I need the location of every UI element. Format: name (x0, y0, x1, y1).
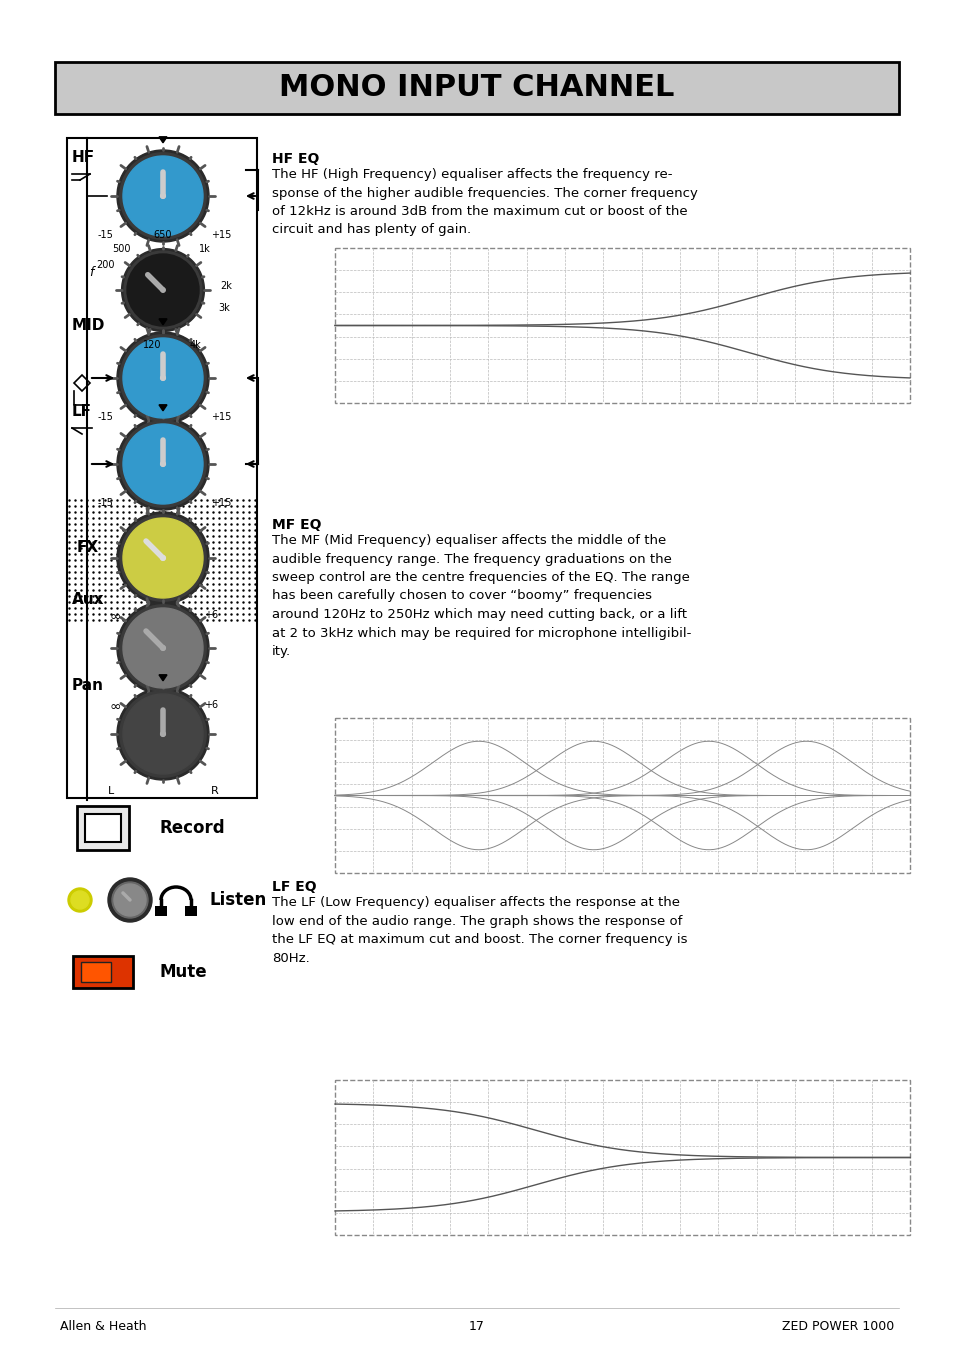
Text: 120: 120 (143, 341, 161, 350)
Circle shape (120, 335, 206, 422)
Text: 650: 650 (153, 230, 172, 241)
Text: The MF (Mid Frequency) equaliser affects the middle of the
audible frequency ran: The MF (Mid Frequency) equaliser affects… (272, 534, 691, 658)
Text: LF EQ: LF EQ (272, 880, 316, 894)
Text: Pan: Pan (71, 677, 104, 694)
Text: +15: +15 (211, 498, 231, 508)
Circle shape (108, 877, 152, 922)
Circle shape (124, 251, 202, 329)
Text: R: R (211, 786, 218, 796)
Circle shape (123, 518, 203, 598)
Circle shape (71, 891, 89, 909)
Circle shape (123, 694, 203, 773)
Text: 4k: 4k (190, 341, 201, 350)
Circle shape (161, 288, 165, 292)
Circle shape (123, 338, 203, 418)
Bar (185, 906, 196, 917)
Text: +6: +6 (204, 700, 218, 710)
Circle shape (160, 193, 165, 199)
Polygon shape (159, 137, 167, 143)
Circle shape (117, 688, 209, 780)
Text: +15: +15 (211, 412, 231, 422)
Text: ∞: ∞ (110, 610, 121, 625)
Circle shape (127, 254, 199, 326)
Circle shape (120, 515, 206, 602)
Circle shape (160, 556, 165, 560)
Text: MF EQ: MF EQ (272, 518, 321, 531)
Text: ZED POWER 1000: ZED POWER 1000 (781, 1320, 893, 1333)
Circle shape (120, 691, 206, 777)
Circle shape (117, 602, 209, 694)
Circle shape (160, 461, 165, 466)
Text: -15: -15 (97, 498, 112, 508)
Circle shape (117, 512, 209, 604)
Circle shape (120, 153, 206, 239)
Bar (73, 956, 132, 988)
Polygon shape (159, 404, 167, 411)
Polygon shape (159, 319, 167, 324)
Bar (81, 963, 111, 982)
Text: HF EQ: HF EQ (272, 151, 319, 166)
Text: -15: -15 (97, 230, 112, 241)
Bar (335, 718, 909, 873)
Text: LF: LF (71, 404, 91, 419)
Circle shape (117, 418, 209, 510)
Circle shape (117, 150, 209, 242)
Text: Aux: Aux (71, 592, 105, 607)
Bar (85, 814, 121, 842)
Text: +15: +15 (211, 230, 231, 241)
Circle shape (160, 646, 165, 650)
Text: L: L (108, 786, 114, 796)
Text: 3k: 3k (218, 303, 231, 314)
FancyBboxPatch shape (55, 62, 898, 114)
Polygon shape (159, 675, 167, 681)
Text: Record: Record (160, 819, 226, 837)
Text: Listen: Listen (210, 891, 267, 909)
Circle shape (123, 608, 203, 688)
Circle shape (123, 425, 203, 504)
Text: 500: 500 (112, 243, 131, 254)
Text: 200: 200 (96, 260, 114, 270)
Circle shape (117, 333, 209, 425)
Bar (335, 247, 909, 403)
Text: 1k: 1k (199, 243, 211, 254)
Text: +6: +6 (204, 610, 218, 621)
Text: 2k: 2k (220, 281, 233, 292)
Bar (77, 806, 129, 850)
Text: HF: HF (71, 150, 95, 165)
Text: Mute: Mute (160, 963, 208, 982)
Circle shape (160, 376, 165, 380)
Circle shape (160, 731, 165, 737)
Circle shape (123, 155, 203, 237)
Text: MONO INPUT CHANNEL: MONO INPUT CHANNEL (279, 73, 674, 103)
Circle shape (113, 884, 146, 917)
Text: The LF (Low Frequency) equaliser affects the response at the
low end of the audi: The LF (Low Frequency) equaliser affects… (272, 896, 687, 964)
Bar (154, 906, 167, 917)
Circle shape (112, 882, 148, 918)
Text: FX: FX (77, 541, 99, 556)
Text: f: f (89, 265, 93, 279)
Text: ∞: ∞ (110, 700, 121, 714)
Text: -15: -15 (97, 412, 112, 422)
Text: The HF (High Frequency) equaliser affects the frequency re-
sponse of the higher: The HF (High Frequency) equaliser affect… (272, 168, 698, 237)
Circle shape (121, 249, 204, 331)
Text: 17: 17 (469, 1320, 484, 1333)
Circle shape (120, 604, 206, 691)
Circle shape (68, 888, 91, 913)
Circle shape (120, 420, 206, 507)
Bar (335, 1080, 909, 1234)
Text: MID: MID (71, 318, 105, 333)
Bar (67, 138, 256, 798)
Text: Allen & Heath: Allen & Heath (60, 1320, 147, 1333)
